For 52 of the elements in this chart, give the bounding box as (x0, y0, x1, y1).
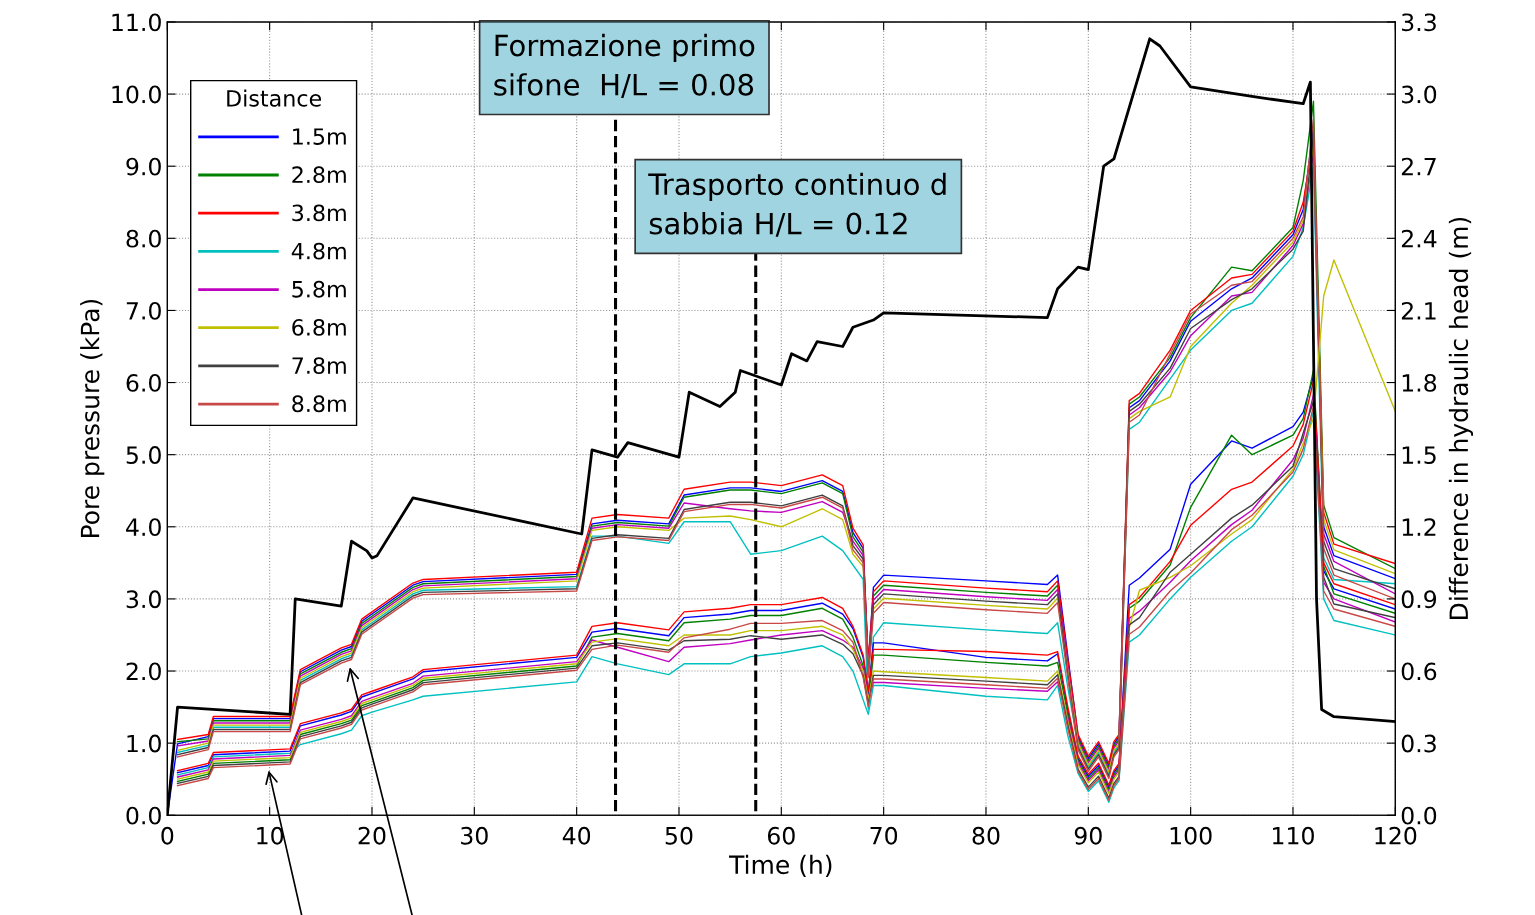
legend-label: 6.8m (292, 318, 346, 336)
y-tick-label: 11.0 (112, 13, 161, 32)
x-tick-label: 60 (767, 826, 795, 845)
y-tick-label: 7.0 (126, 301, 161, 320)
legend-label: 1.5m (293, 128, 346, 145)
x-tick-label: 80 (972, 826, 1000, 845)
legend-label: 5.8m (292, 280, 346, 298)
legend-label: 2.8m (292, 166, 346, 184)
y-tick-label: 10.0 (112, 85, 161, 104)
y2-tick-label: 0.9 (1401, 590, 1437, 609)
y-axis-title: Pore pressure (kPa) (80, 299, 105, 537)
y-tick-label: 8.0 (126, 229, 161, 248)
line-series (176, 259, 1396, 795)
y2-tick-label: 1.5 (1402, 446, 1436, 464)
y2-tick-label: 2.1 (1401, 301, 1436, 320)
legend-title: Distance (227, 89, 322, 107)
y-tick-label: 6.0 (126, 374, 161, 392)
x-tick-label: 20 (358, 826, 386, 845)
y2-tick-label: 1.2 (1402, 518, 1436, 536)
x-tick-label: 30 (461, 826, 488, 845)
y-tick-label: 3.0 (126, 590, 161, 609)
x-tick-label: 70 (870, 826, 898, 845)
annotation: Formazione primo sifone H/L = 0.08 (494, 33, 755, 99)
y-tick-label: 2.0 (126, 662, 161, 681)
x-tick-label: 110 (1273, 826, 1314, 845)
x-tick-label: 50 (665, 826, 693, 845)
legend-label: 3.8m (292, 204, 346, 222)
x-tick-label: 40 (562, 826, 591, 845)
y2-tick-label: 0.6 (1401, 662, 1437, 681)
y-tick-label: 9.0 (126, 157, 161, 176)
y2-tick-label: 2.7 (1401, 157, 1436, 176)
annotation: Trasporto continuo d sabbia H/L = 0.12 (648, 172, 946, 237)
x-tick-label: 120 (1375, 826, 1417, 845)
legend-label: 7.8m (292, 357, 346, 374)
y-tick-label: 5.0 (126, 446, 161, 464)
legend-label: 8.8m (292, 395, 346, 413)
x-tick-label: 0 (161, 826, 174, 845)
y2-tick-label: 0.3 (1401, 734, 1436, 753)
y2-tick-label: 1.8 (1402, 374, 1437, 392)
y2-tick-label: 3.0 (1401, 85, 1437, 104)
x-tick-label: 100 (1170, 826, 1212, 845)
legend-label: 4.8m (291, 242, 346, 260)
y-tick-label: 4.0 (126, 518, 161, 537)
x-axis-title: Time (h) (729, 854, 832, 878)
x-tick-label: 90 (1074, 826, 1102, 845)
y2-tick-label: 2.4 (1401, 229, 1437, 248)
y-tick-label: 0.0 (126, 806, 161, 825)
x-tick-label: 10 (257, 826, 284, 845)
y2-tick-label: 3.3 (1401, 13, 1436, 32)
y-tick-label: 1.0 (127, 734, 161, 753)
y2-axis-title: Difference in hydraulic head (m) (1448, 217, 1474, 619)
y2-tick-label: 0.0 (1401, 806, 1437, 825)
